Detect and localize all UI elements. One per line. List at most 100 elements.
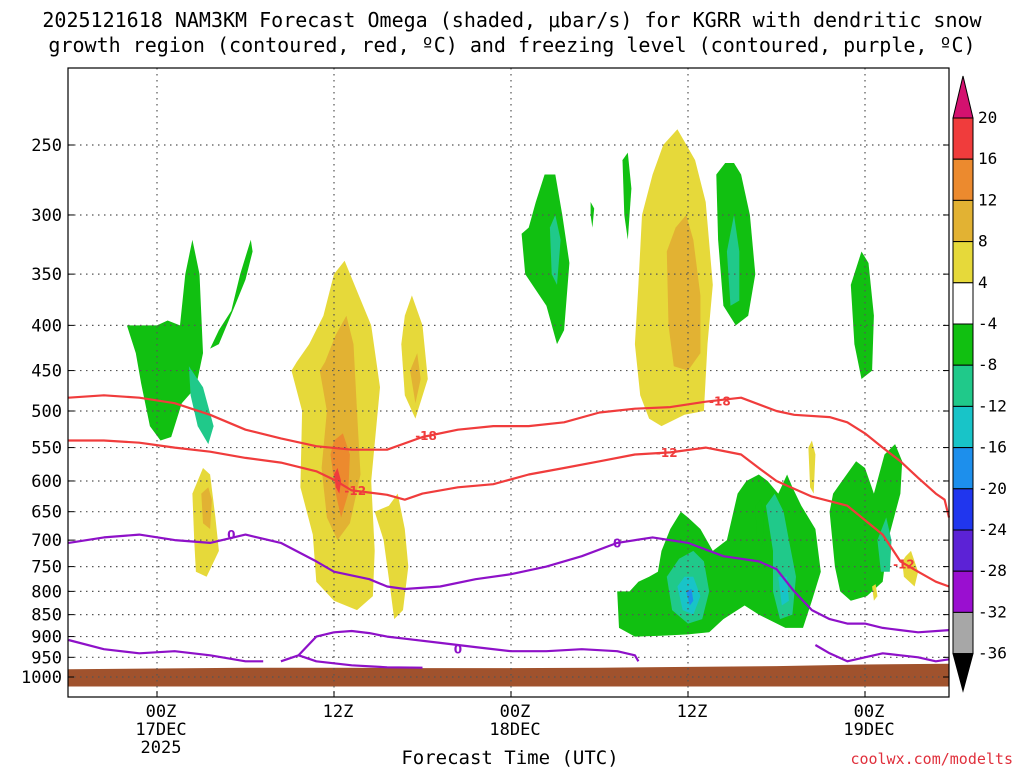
x-tick-label-12z: 12Z [677, 702, 708, 722]
omega-region-yellow_e5 [808, 440, 816, 494]
colorbar-bin-0 [952, 117, 974, 160]
omega-region-orange_small2 [410, 353, 421, 404]
colorbar-label: 12 [978, 190, 997, 209]
freezing-contour-label: 0 [613, 536, 621, 550]
colorbar-label: 16 [978, 149, 997, 168]
omega-region-teal_low2 [765, 493, 796, 620]
y-tick-label-250: 250 [31, 136, 62, 156]
y-tick-label-650: 650 [31, 503, 62, 523]
colorbar-label: -20 [978, 479, 1007, 498]
omega-region-orange_c1 [319, 315, 361, 541]
omega-region-orange_c2 [666, 215, 701, 371]
freezing-contour-line-4 [814, 644, 950, 663]
colorbar-bin-10 [952, 529, 974, 572]
dendritic-contour-label: -12 [344, 484, 366, 498]
freezing-contour-line-0 [68, 533, 950, 634]
y-tick-label-900: 900 [31, 628, 62, 648]
x-tick-label-19dec: 19DEC [843, 720, 894, 740]
omega-region-green_m1 [521, 174, 570, 345]
omega-region-teal_e3 [877, 517, 892, 572]
omega-region-green_m2 [622, 152, 632, 240]
colorbar-bottom-arrow [952, 653, 974, 693]
omega-shading-layer [68, 129, 949, 687]
omega-region-yellow_e6 [872, 584, 878, 601]
colorbar-bin-12 [952, 611, 974, 655]
colorbar-bin-11 [952, 570, 974, 613]
colorbar-label: -16 [978, 438, 1007, 457]
y-tick-label-400: 400 [31, 316, 62, 336]
chart-title-line2: growth region (contoured, red, ºC) and f… [48, 33, 975, 57]
omega-region-green_w2 [210, 239, 253, 349]
dendritic-contour-label: -18 [709, 394, 731, 408]
y-tick-label-750: 750 [31, 558, 62, 578]
freezing-contour-line-3 [298, 654, 423, 669]
colorbar-label: -32 [978, 602, 1007, 621]
colorbar-bin-8 [952, 447, 974, 490]
dendritic-contour-line-1 [68, 439, 950, 588]
x-tick-label-2025: 2025 [141, 738, 182, 758]
omega-region-teal_m1 [549, 215, 561, 285]
colorbar-bin-2 [952, 199, 974, 243]
omega-region-green_m3 [590, 202, 595, 228]
axis-layer: 2503003504004505005506006507007508008509… [21, 136, 949, 758]
y-tick-label-350: 350 [31, 265, 62, 285]
omega-region-green_e2 [850, 251, 874, 379]
colorbar-label: -8 [978, 355, 997, 374]
colorbar-label: -24 [978, 520, 1007, 539]
y-tick-label-300: 300 [31, 206, 62, 226]
colorbar-label: -28 [978, 561, 1007, 580]
contour-layer: -18 -18 -12 -12 -12 0 0 0 [68, 394, 951, 669]
x-tick-label-12z: 12Z [323, 702, 354, 722]
x-tick-label-17dec: 17DEC [135, 720, 186, 740]
colorbar-bin-5 [952, 323, 974, 366]
omega-region-yellow_small1 [374, 493, 409, 620]
dendritic-contour-label: -12 [656, 446, 678, 460]
y-tick-label-450: 450 [31, 362, 62, 382]
colorbar-label: -12 [978, 396, 1007, 415]
omega-region-teal_w1 [188, 366, 214, 445]
y-tick-label-800: 800 [31, 582, 62, 602]
omega-region-orange_w1a [201, 487, 212, 529]
colorbar-label: 20 [978, 108, 997, 127]
dendritic-contour-label: -18 [415, 429, 437, 443]
x-tick-label-00z: 00Z [146, 702, 177, 722]
chart-title-line1: 2025121618 NAM3KM Forecast Omega (shaded… [42, 8, 982, 32]
y-tick-label-600: 600 [31, 472, 62, 492]
colorbar-label: 8 [978, 232, 988, 251]
colorbar: 20 16 12 8 4 -4 -8 -12 -16 -20 -24 -28 -32 -36 [952, 75, 1007, 693]
y-tick-label-500: 500 [31, 402, 62, 422]
colorbar-bin-1 [952, 158, 974, 201]
y-tick-label-950: 950 [31, 648, 62, 668]
x-tick-label-00z: 00Z [854, 702, 885, 722]
freezing-contour-label: 0 [227, 528, 235, 542]
y-tick-label-850: 850 [31, 606, 62, 626]
omega-region-green_e3 [829, 444, 903, 601]
omega-region-teal_e1 [726, 215, 740, 306]
colorbar-label: 4 [978, 273, 988, 292]
omega-region-green_w1 [126, 239, 203, 441]
omega-region-cyan_low2 [778, 576, 789, 606]
colorbar-bin-4 [952, 282, 974, 325]
colorbar-bin-3 [952, 241, 974, 284]
freezing-contour-line-1 [68, 638, 264, 663]
omega-region-yellow_e4 [902, 550, 919, 587]
omega-region-orange2_c1 [330, 433, 350, 518]
omega-region-yellow_small2 [401, 295, 428, 419]
omega-region-blue_low [686, 589, 694, 606]
freezing-contour-label: 0 [454, 643, 462, 657]
x-axis-label: Forecast Time (UTC) [401, 747, 618, 768]
dendritic-contour-line-0 [68, 394, 951, 518]
y-tick-label-700: 700 [31, 531, 62, 551]
plot-frame [67, 67, 950, 698]
omega-region-terrain [68, 663, 949, 687]
colorbar-label: -4 [978, 314, 997, 333]
y-tick-label-1000: 1000 [21, 668, 62, 688]
credit-text[interactable]: coolwx.com/modelts [850, 750, 1013, 768]
grid-layer [68, 68, 949, 697]
colorbar-bin-6 [952, 364, 974, 407]
x-tick-label-18dec: 18DEC [489, 720, 540, 740]
colorbar-top-arrow [952, 75, 974, 119]
freezing-contour-line-2 [280, 629, 640, 663]
colorbar-bin-7 [952, 405, 974, 449]
